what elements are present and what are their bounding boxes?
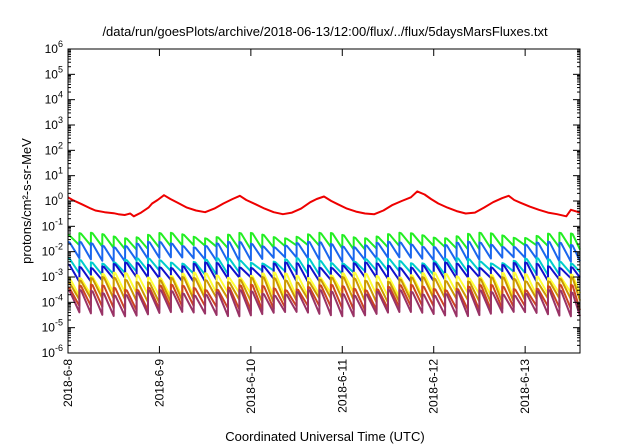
y-tick-exponent-11: 5: [58, 64, 63, 74]
y-tick-label-4: 10-2: [42, 242, 63, 259]
x-tick-label-0: 2018-6-8: [61, 359, 75, 407]
y-tick-exponent-3: -3: [55, 267, 63, 277]
y-tick-exponent-2: -4: [55, 292, 63, 302]
y-tick-label-6: 100: [45, 191, 63, 208]
y-tick-exponent-0: -6: [55, 343, 63, 353]
y-tick-label-0: 10-6: [42, 343, 63, 360]
series-line-band-1: [67, 240, 581, 263]
x-tick-label-4: 2018-6-12: [427, 359, 441, 414]
y-tick-label-11: 105: [45, 64, 63, 81]
y-tick-label-1: 10-5: [42, 318, 63, 335]
y-tick-label-7: 101: [45, 166, 63, 183]
y-tick-exponent-4: -2: [55, 242, 63, 252]
y-axis-label: protons/cm²-s-sr-MeV: [19, 138, 34, 264]
y-tick-label-5: 10-1: [42, 216, 63, 233]
x-tick-label-5: 2018-6-13: [518, 359, 532, 414]
series-line-band-0: [67, 231, 581, 251]
series-line-band-3: [67, 261, 581, 283]
series-line-band-4: [67, 271, 581, 299]
x-axis-label: Coordinated Universal Time (UTC): [225, 429, 424, 444]
y-tick-exponent-7: 1: [58, 166, 63, 176]
series-line-band-2: [67, 257, 581, 276]
y-tick-label-3: 10-3: [42, 267, 63, 284]
chart-title: /data/run/goesPlots/archive/2018-06-13/1…: [102, 24, 548, 39]
x-tick-label-2: 2018-6-10: [244, 359, 258, 414]
y-tick-exponent-10: 4: [58, 90, 63, 100]
y-tick-label-2: 10-4: [42, 292, 63, 309]
y-tick-label-10: 104: [45, 90, 63, 107]
x-tick-label-3: 2018-6-11: [335, 359, 349, 413]
y-tick-exponent-1: -5: [55, 318, 63, 328]
y-tick-exponent-8: 2: [58, 140, 63, 150]
plot-series: [67, 190, 581, 318]
series-line-band-6: [67, 283, 581, 312]
y-tick-label-12: 106: [45, 39, 63, 56]
x-axis: 2018-6-8 2018-6-9 2018-6-10 2018-6-11 2018-6…: [61, 49, 532, 414]
series-line-band-7: [67, 288, 581, 318]
series-line-band-5: [67, 276, 581, 304]
x-tick-label-1: 2018-6-9: [152, 359, 166, 407]
y-tick-label-9: 103: [45, 115, 63, 132]
y-tick-exponent-9: 3: [58, 115, 63, 125]
y-axis: 10-610-510-410-310-210-11001011021031041…: [42, 39, 580, 360]
series-line-0: [67, 190, 581, 218]
y-tick-exponent-6: 0: [58, 191, 63, 201]
y-tick-exponent-5: -1: [55, 216, 63, 226]
y-tick-exponent-12: 6: [58, 39, 63, 49]
y-tick-label-8: 102: [45, 140, 63, 157]
